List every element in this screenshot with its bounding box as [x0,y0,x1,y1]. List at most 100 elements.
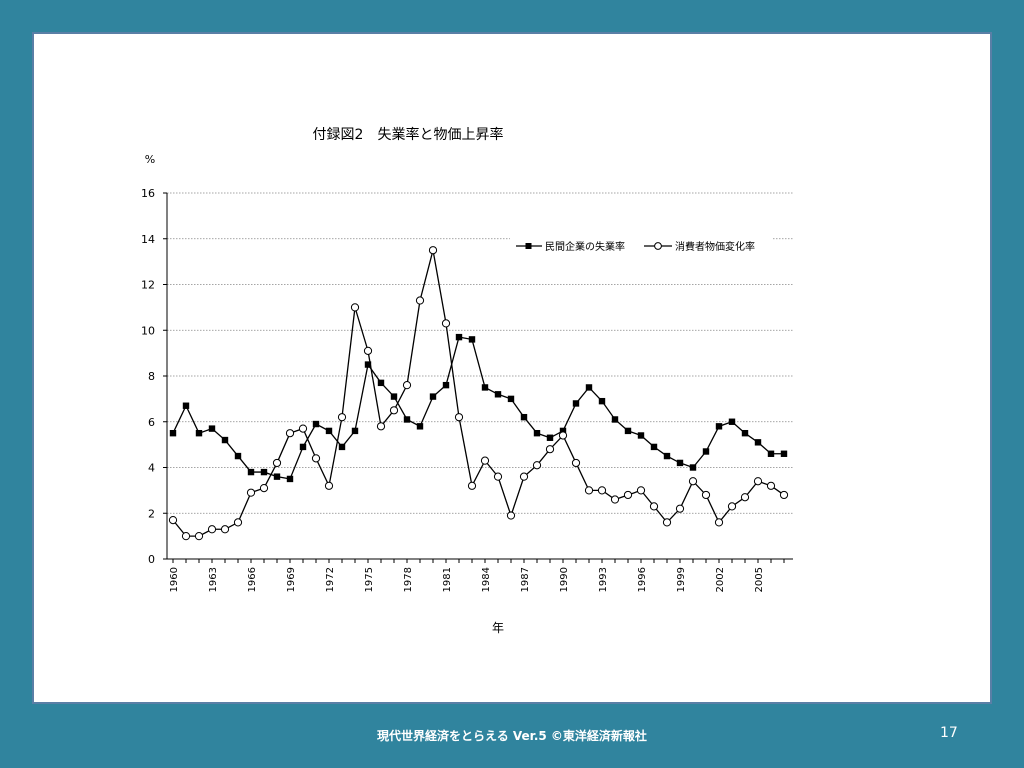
data-point-inflation [441,319,451,328]
data-point-unemployment [533,429,541,437]
x-tick-label: 1987 [520,567,531,592]
data-point-unemployment [325,427,333,435]
data-point-unemployment [195,429,203,437]
x-tick-label: 1966 [247,567,258,592]
x-tick-label: 2005 [754,567,765,592]
y-tick-label: 8 [148,370,155,383]
data-point-unemployment [468,336,476,343]
x-tick-label: 1984 [481,567,492,592]
data-point-inflation [194,532,204,541]
data-point-unemployment [442,381,450,389]
data-point-inflation [532,461,542,470]
x-tick-label: 1990 [559,567,570,592]
y-tick-label: 6 [148,416,155,429]
data-point-inflation [311,454,321,463]
data-point-unemployment [299,443,307,451]
chart-title: 付録図2 失業率と物価上昇率 [313,126,504,143]
data-point-inflation [506,511,516,520]
slide-panel [32,32,992,704]
series-line-1 [172,336,784,480]
data-point-unemployment [208,425,216,432]
data-point-inflation [584,486,594,495]
data-point-inflation [246,488,256,497]
data-point-unemployment [559,427,567,435]
data-point-inflation [662,518,672,527]
data-point-inflation [350,303,360,312]
data-point-unemployment [572,400,580,407]
data-point-inflation [298,424,308,433]
data-point-inflation [402,381,412,390]
data-point-unemployment [221,436,229,444]
x-tick-label: 1981 [442,567,453,592]
data-point-inflation [285,429,295,438]
legend-background [510,236,772,284]
legend-label-inflation: 消費者物価変化率 [675,240,755,253]
data-point-unemployment [598,397,606,405]
data-point-inflation [415,296,425,305]
data-point-unemployment [234,452,242,460]
y-tick-label: 16 [141,187,155,200]
data-point-inflation [467,481,477,490]
data-point-inflation [545,445,555,454]
grid-lines [167,192,793,514]
data-point-unemployment [351,427,359,435]
data-point-inflation [376,422,386,431]
data-point-unemployment [377,379,385,387]
data-point-inflation [233,518,243,527]
data-point-unemployment [260,468,268,476]
data-point-inflation [740,493,750,502]
data-point-inflation [519,472,529,481]
x-tick-label: 1978 [403,567,414,592]
x-tick-label: 1975 [364,567,375,592]
data-point-unemployment [286,475,294,483]
data-point-unemployment [481,384,489,391]
data-point-inflation [610,495,620,504]
data-point-unemployment [429,393,437,400]
data-point-unemployment [702,448,710,455]
data-point-inflation [168,516,178,525]
y-tick-label: 2 [148,507,155,520]
data-point-unemployment [663,452,671,460]
data-point-inflation [480,456,490,465]
x-axis-label: 年 [492,621,504,635]
series-line-2 [172,250,785,537]
data-point-unemployment [650,443,658,451]
data-point-inflation [493,472,503,481]
y-tick-label: 12 [141,279,155,292]
data-point-unemployment [390,393,398,400]
data-point-unemployment [754,439,762,446]
x-tick-label: 1999 [676,567,687,592]
legend-marker-inflation [654,242,662,250]
y-axis-unit-label: % [145,153,155,166]
data-point-inflation [363,346,373,355]
data-point-inflation [272,458,282,468]
data-point-inflation [259,483,269,493]
data-point-unemployment [403,416,411,423]
x-tick-label: 1972 [325,567,336,592]
axes: 0 2 4 6 8 10 12 14 16 1960 1963 1966 1969 1972 1975 197… [141,187,793,592]
x-tick-label: 1996 [637,567,648,592]
data-point-unemployment [182,402,190,409]
data-point-unemployment [338,443,346,451]
data-point-inflation [324,481,334,490]
data-point-inflation [675,504,685,513]
data-point-unemployment [728,418,736,425]
data-point-inflation [454,413,464,422]
y-tick-label: 0 [148,553,155,566]
legend: 民間企業の失業率 消費者物価変化率 [510,236,772,284]
data-point-inflation [558,431,568,440]
data-point-unemployment [312,420,320,428]
data-point-unemployment [494,391,502,398]
data-point-inflation [766,481,776,490]
footer-credit: 現代世界経済をとらえる Ver.5 ©東洋経済新報社 [377,729,647,743]
data-point-unemployment [546,434,554,441]
data-point-inflation [181,532,191,541]
data-point-unemployment [247,468,255,476]
data-point-unemployment [273,473,281,480]
x-tick-label: 1993 [598,567,609,592]
data-point-inflation [207,525,217,534]
data-point-unemployment [637,432,645,439]
y-tick-label: 14 [141,233,155,246]
data-point-inflation [337,413,347,422]
